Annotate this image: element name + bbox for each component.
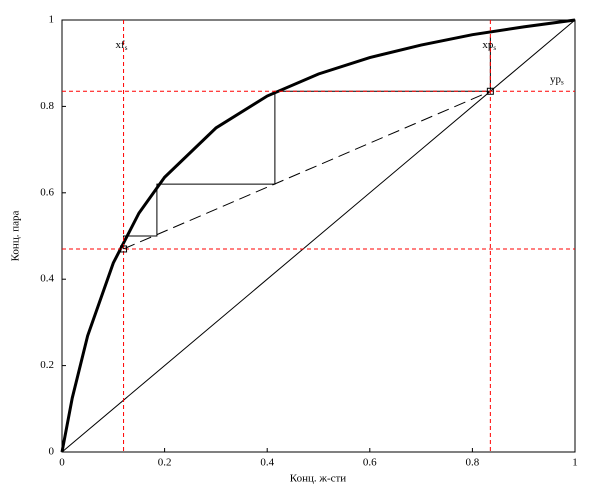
x-axis-title: Конц. ж-сти	[290, 473, 347, 485]
series-line	[123, 90, 491, 250]
reference-label: xps	[482, 39, 496, 52]
y-tick-label: 0.2	[40, 359, 54, 371]
reference-label: yps	[550, 73, 564, 86]
x-tick-label: 0.6	[363, 457, 377, 469]
reference-label-sub: s	[125, 44, 128, 52]
point-marker	[120, 245, 128, 253]
point-marker	[486, 87, 494, 95]
series-line	[123, 37, 491, 249]
reference-label-sub: s	[493, 44, 496, 52]
x-tick-label: 1	[572, 457, 578, 469]
reference-label-text: xf	[116, 39, 126, 51]
series-line	[60, 18, 576, 453]
reference-label-text: xp	[482, 39, 494, 51]
x-tick-label: 0.4	[260, 457, 274, 469]
reference-label-text: yp	[550, 73, 562, 85]
x-tick-label: 0	[59, 457, 65, 469]
y-tick-label: 0.4	[40, 273, 54, 285]
y-tick-label: 0.6	[40, 186, 54, 198]
y-tick-label: 1	[49, 14, 55, 26]
reference-label-sub: s	[561, 78, 564, 86]
y-tick-label: 0	[49, 446, 55, 458]
y-tick-label: 0.8	[40, 100, 54, 112]
y-axis-title: Конц. пара	[10, 211, 22, 262]
reference-label: xfs	[116, 39, 128, 52]
x-tick-label: 0.8	[466, 457, 480, 469]
x-tick-label: 0.2	[158, 457, 172, 469]
plot-frame	[61, 19, 576, 453]
